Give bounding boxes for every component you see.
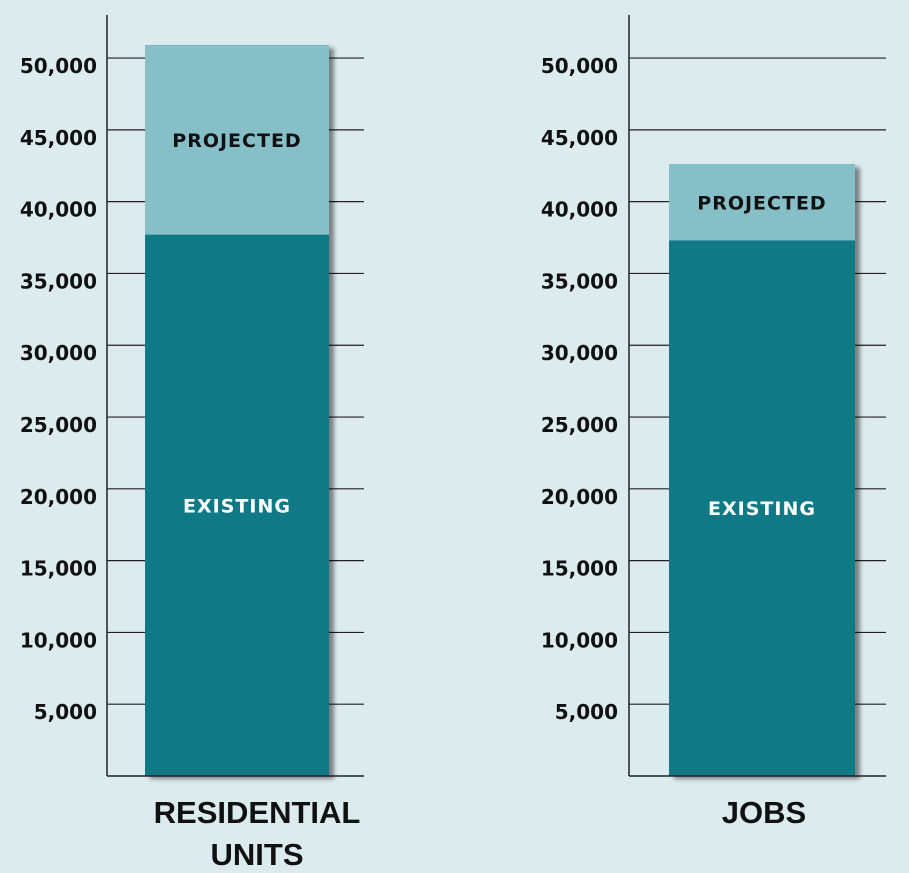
y-tick-label-residential-units-35000: 35,000 (20, 269, 97, 293)
y-tick-label-jobs-5000: 5,000 (555, 700, 618, 724)
bar-segment-residential-units-existing (145, 234, 329, 776)
segment-label-residential-units-existing: EXISTING (183, 495, 291, 517)
y-tick-label-residential-units-20000: 20,000 (20, 485, 97, 509)
y-tick-label-residential-units-45000: 45,000 (20, 126, 97, 150)
segment-label-residential-units-projected: PROJECTED (172, 130, 301, 152)
y-tick-label-jobs-10000: 10,000 (541, 628, 618, 652)
jobs-panel: 5,000 10,000 15,000 20,000 25,000 30,000 35,00… (541, 15, 886, 830)
y-tick-label-residential-units-5000: 5,000 (34, 700, 97, 724)
y-tick-label-residential-units-30000: 30,000 (20, 341, 97, 365)
y-tick-label-residential-units-25000: 25,000 (20, 413, 97, 437)
y-tick-label-jobs-20000: 20,000 (541, 485, 618, 509)
y-tick-label-jobs-40000: 40,000 (541, 198, 618, 222)
y-tick-label-residential-units-40000: 40,000 (20, 198, 97, 222)
segment-label-jobs-existing: EXISTING (708, 498, 816, 520)
y-tick-label-jobs-35000: 35,000 (541, 269, 618, 293)
y-tick-label-residential-units-10000: 10,000 (20, 628, 97, 652)
category-label-jobs-line-1: JOBS (722, 795, 806, 830)
y-tick-label-jobs-15000: 15,000 (541, 557, 618, 581)
y-tick-label-residential-units-15000: 15,000 (20, 557, 97, 581)
category-label-residential-units-line-1: RESIDENTIAL (154, 795, 361, 830)
y-tick-label-jobs-45000: 45,000 (541, 126, 618, 150)
y-tick-label-jobs-25000: 25,000 (541, 413, 618, 437)
y-tick-label-jobs-30000: 30,000 (541, 341, 618, 365)
residential-units-panel: 5,000 10,000 15,000 20,000 25,000 30,000 35,00… (20, 15, 364, 872)
bar-segment-residential-units-projected (145, 45, 329, 235)
y-tick-label-residential-units-50000: 50,000 (20, 54, 97, 78)
y-tick-label-jobs-50000: 50,000 (541, 54, 618, 78)
category-label-residential-units-line-2: UNITS (211, 837, 304, 872)
bar-segment-jobs-projected (669, 164, 855, 241)
segment-label-jobs-projected: PROJECTED (697, 192, 826, 214)
bar-segment-jobs-existing (669, 240, 855, 777)
